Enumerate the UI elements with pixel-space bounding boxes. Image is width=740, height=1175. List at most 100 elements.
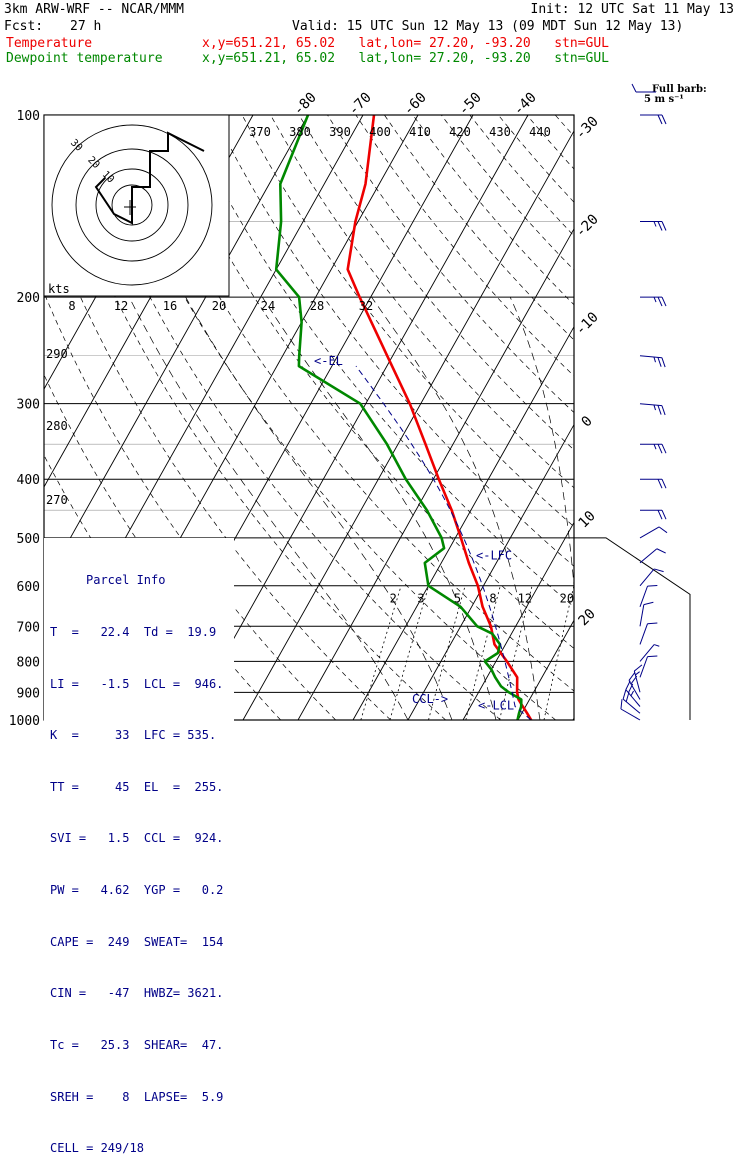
wind-barb [617,699,644,720]
mixing-ratio-label: 2 [390,592,397,606]
isotherm-line [353,115,693,720]
isotherm-label: -40 [511,90,540,119]
dry-adiabat-line [527,115,740,720]
hodograph-axis-tick-label: 28 [310,299,324,313]
wind-barb-flag [658,479,662,488]
pressure-tick-label: 300 [17,398,40,413]
wind-barb [640,222,666,231]
theta-label: 430 [489,125,511,139]
hodograph-axis-label: kts [48,282,70,296]
wind-barb-flag [661,406,666,415]
isotherm-line [243,115,583,720]
wind-barb-half [654,643,659,648]
isotherm-label: -20 [573,211,602,240]
theta-label: 420 [449,125,471,139]
wind-barb [633,665,648,692]
pressure-tick-label: 500 [17,532,40,547]
wind-barb-half [654,222,656,227]
wind-barb-flag [662,444,666,453]
wind-barb-staff [640,624,648,645]
wind-barb [639,356,666,367]
mixing-ratio-line [544,586,574,720]
dry-adiabat-line [498,115,740,720]
isotherm-label: -30 [573,114,602,143]
barb-key-flag [632,84,636,92]
wind-barb-flag [658,510,662,519]
theta-label: 410 [409,125,431,139]
isotherm-line [683,115,740,720]
dry-adiabat-line [328,115,740,720]
pressure-tick-label: 700 [17,620,40,635]
isotherm-label: -70 [346,90,375,119]
wind-barb-flag [648,653,658,660]
pressure-tick-label: 400 [17,473,40,488]
wind-barb-flag [648,582,658,589]
wind-barb [639,404,666,415]
wind-barb [640,115,666,124]
hodograph-axis-tick-label: 24 [261,299,275,313]
wind-column-outline [574,538,690,720]
parcel-row: SREH = 8 LAPSE= 5.9 [44,1089,234,1106]
wind-barb-staff [640,404,662,406]
hodograph-axis-tick-label: 8 [68,299,75,313]
wind-barb-flag [658,444,662,453]
moist-adiabat-line [262,297,496,720]
isotherm-label: 20 [576,606,599,629]
isotherm-label: 0 [579,413,596,430]
wind-barb [640,525,667,546]
wind-barb [640,546,666,570]
wind-barb [640,653,657,681]
wind-barb-flag [644,601,654,607]
wind-barb-flag [658,222,662,231]
isotherm-label: -80 [291,90,320,119]
wind-barb [640,510,666,519]
wind-barb-half [654,297,656,302]
el-annotation: <-EL [314,354,343,368]
wind-barb-flag [658,115,662,124]
mixing-ratio-line [361,586,401,720]
wind-barb-flag [662,297,666,306]
pressure-tick-label: 1000 [9,714,40,729]
theta-label: 390 [329,125,351,139]
parcel-row: CIN = -47 HWBZ= 3621. [44,985,234,1002]
parcel-row: CAPE = 249 SWEAT= 154 [44,934,234,951]
dry-adiabat-line [185,115,721,720]
theta-label: 440 [529,125,551,139]
isotherm-line [573,115,740,720]
parcel-row: Tc = 25.3 SHEAR= 47. [44,1037,234,1054]
wind-barb-staff [640,569,654,586]
theta-label: 370 [249,125,271,139]
wind-barb-half [654,405,656,410]
dry-adiabat-line [612,115,740,720]
wind-barb-flag [662,510,666,519]
mixing-ratio-label: 20 [560,592,574,606]
theta-label: 380 [289,125,311,139]
wind-barb-half [654,357,656,362]
wind-barb [640,479,666,488]
wind-barb-flag [657,405,662,414]
wind-barb [640,566,664,592]
wind-barb-staff [629,680,640,699]
parcel-row: K = 33 LFC = 535. [44,727,234,744]
hodograph-axis-tick-label: 12 [114,299,128,313]
dry-adiabat-line [470,115,740,720]
pressure-tick-label: 900 [17,686,40,701]
parcel-row: LI = -1.5 LCL = 946. [44,676,234,693]
pressure-tick-label: 100 [17,109,40,124]
wind-barb-flag [662,115,666,124]
dewpoint-profile-line [276,115,521,720]
wind-barb-half [654,444,656,449]
wind-barb [640,620,657,648]
wind-barb-flag [662,479,666,488]
temperature-profile-line [348,115,532,720]
isotherm-label: -10 [573,309,602,338]
wind-barb-flag [657,546,666,555]
ccl-annotation: CCL-> [412,692,448,706]
isotherm-line [463,115,740,720]
isotherm-line [628,115,740,720]
dry-adiabat-line [584,115,740,720]
wind-barb [640,444,666,453]
parcel-row: SVI = 1.5 CCL = 924. [44,830,234,847]
isotherm-line [188,115,528,720]
